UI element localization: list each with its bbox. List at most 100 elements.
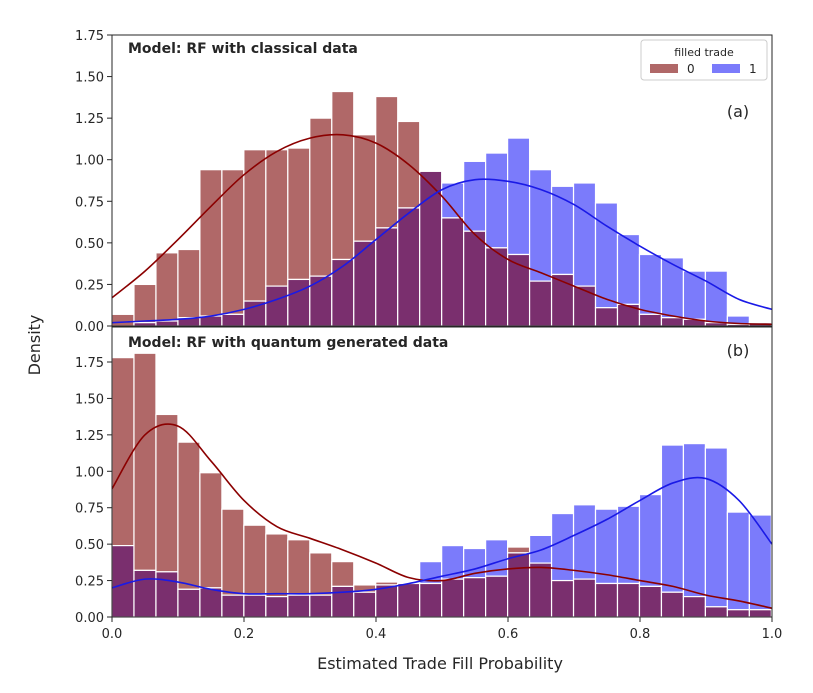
hist-bar-1 [682,443,707,598]
hist-bar-overlap [528,562,553,617]
y-tick-label: 0.50 [75,538,104,553]
hist-bar-overlap [265,285,289,326]
hist-bar-0 [133,283,157,324]
hist-bar-1 [748,514,772,611]
x-tick-label: 0.8 [630,627,651,642]
x-axis-label: Estimated Trade Fill Probability [317,654,563,673]
hist-bar-1 [485,152,509,249]
y-tick-label: 0.75 [75,502,104,517]
hist-bar-overlap [419,170,443,326]
hist-bar-overlap [243,594,267,617]
hist-bar-overlap [682,595,707,617]
plot-area [112,352,772,617]
hist-bar-overlap [287,594,311,617]
kde-line-0 [112,423,772,610]
hist-bar-overlap [419,582,443,617]
hist-bar-overlap [375,584,399,617]
hist-bar-0 [221,508,245,596]
hist-bar-overlap [550,579,575,617]
x-tick-label: 0.4 [366,627,387,642]
hist-bar-overlap [375,227,399,326]
hist-bar-0 [155,413,179,573]
hist-bar-0 [155,252,179,322]
y-tick-label: 1.00 [75,154,104,169]
hist-bar-overlap [441,217,465,326]
y-tick-label: 1.00 [75,465,104,480]
hist-bar-overlap [397,207,421,326]
hist-bar-0 [265,533,289,598]
axes-frame [111,326,773,618]
y-tick-label: 1.50 [75,71,104,86]
hist-bar-overlap [594,582,619,617]
hist-bar-overlap [638,313,663,326]
hist-bar-1 [507,137,531,256]
hist-bar-1 [616,505,641,585]
legend-swatch-0 [650,64,678,73]
hist-bar-1 [594,202,619,309]
hist-bar-0 [177,248,201,319]
legend-label-1: 1 [749,62,757,76]
hist-bar-1 [704,447,728,608]
y-tick-label: 1.75 [75,356,104,371]
hist-bar-overlap [572,285,597,326]
x-tick-label: 0.6 [498,627,519,642]
panel-a: 0.00 0.25 0.50 0.75 1.00 1.25 1.50 1.75 Model: R… [75,29,773,335]
hist-bar-overlap [441,578,465,617]
hist-bar-0 [353,134,377,242]
hist-bar-0 [265,149,289,287]
hist-bar-0 [331,90,355,261]
hist-bar-0 [309,552,333,596]
hist-bar-0 [331,561,355,588]
panel-label: (a) [727,102,749,121]
hist-bar-overlap [616,582,641,617]
hist-bar-overlap [353,240,377,326]
hist-bar-0 [243,524,267,596]
hist-bar-overlap [485,575,509,617]
hist-bar-overlap [221,594,245,617]
hist-bar-1 [638,494,663,588]
hist-bar-overlap [594,307,619,326]
y-tick-label: 0.25 [75,575,104,590]
hist-bar-0 [287,539,311,596]
hist-bar-overlap [463,230,487,326]
hist-bar-overlap [528,280,553,326]
hist-bar-overlap [660,591,685,617]
hist-bar-overlap [748,609,772,617]
legend[interactable]: filled trade 0 1 [640,39,768,81]
hist-bar-overlap [287,278,311,326]
hist-bar-overlap [177,588,201,617]
panel-label: (b) [727,341,750,360]
hist-bar-overlap [155,571,179,617]
hist-bar-1 [572,182,597,287]
y-tick-label: 1.25 [75,112,104,127]
axes-frame [111,34,773,327]
legend-label-0: 0 [687,62,695,76]
y-tick-label: 0.00 [75,611,104,626]
hist-bar-1 [726,511,750,611]
hist-bar-overlap [704,606,728,617]
x-tick-label: 0.2 [234,627,255,642]
hist-bar-0 [133,352,157,571]
hist-bar-0 [177,441,201,590]
y-axis-label: Density [25,315,44,376]
hist-bar-overlap [353,591,377,617]
hist-bar-0 [199,169,223,317]
hist-bar-0 [199,472,223,589]
legend-title: filled trade [674,46,734,59]
hist-bar-overlap [638,585,663,617]
plot-area [112,90,772,326]
hist-bar-overlap [485,247,509,326]
hist-bar-overlap [265,595,289,617]
hist-bar-overlap [331,258,355,326]
hist-bar-overlap [572,578,597,617]
hist-bar-overlap [463,577,487,617]
hist-bar-1 [704,270,728,324]
y-tick-label: 1.25 [75,429,104,444]
y-tick-label: 0.75 [75,195,104,210]
hist-bar-overlap [155,320,179,326]
hist-bar-0 [309,117,333,277]
panel-title: Model: RF with quantum generated data [128,335,448,351]
hist-bar-1 [616,233,641,305]
hist-bar-0 [375,95,399,229]
